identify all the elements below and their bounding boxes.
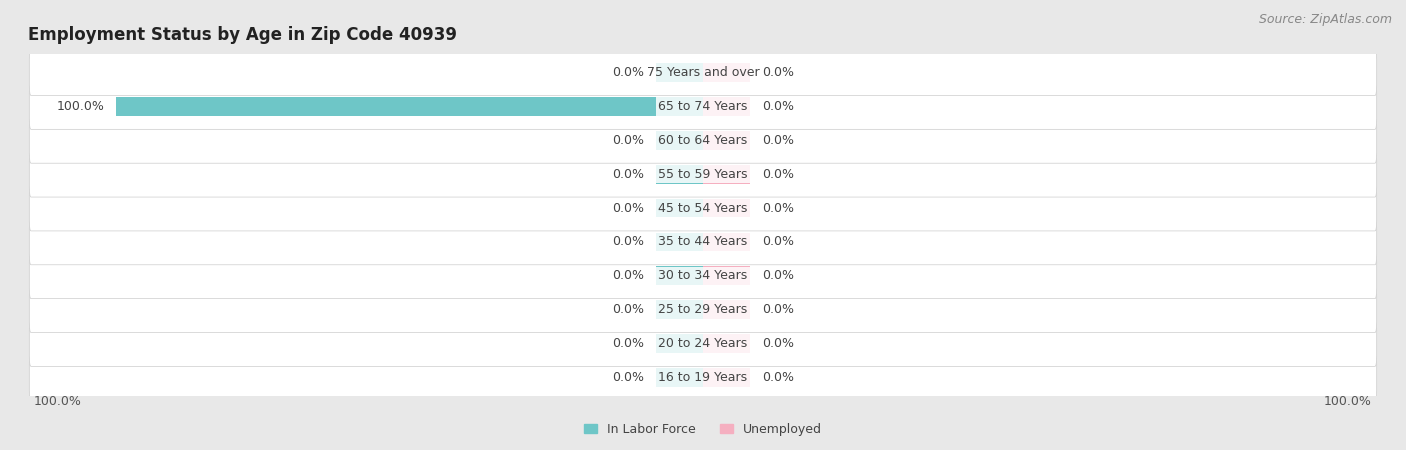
Text: 0.0%: 0.0%: [613, 269, 644, 282]
Text: 0.0%: 0.0%: [613, 371, 644, 384]
Text: 0.0%: 0.0%: [613, 235, 644, 248]
Text: 0.0%: 0.0%: [613, 134, 644, 147]
FancyBboxPatch shape: [30, 219, 1376, 265]
Bar: [657, 300, 703, 319]
Text: 0.0%: 0.0%: [613, 303, 644, 316]
Legend: In Labor Force, Unemployed: In Labor Force, Unemployed: [579, 418, 827, 441]
Bar: [703, 233, 749, 251]
Bar: [703, 63, 749, 82]
FancyBboxPatch shape: [30, 287, 1376, 333]
Text: 0.0%: 0.0%: [613, 202, 644, 215]
Text: 45 to 54 Years: 45 to 54 Years: [658, 202, 748, 215]
Text: Employment Status by Age in Zip Code 40939: Employment Status by Age in Zip Code 409…: [28, 26, 457, 44]
Text: 0.0%: 0.0%: [762, 134, 793, 147]
Text: 100.0%: 100.0%: [56, 100, 104, 113]
Text: 60 to 64 Years: 60 to 64 Years: [658, 134, 748, 147]
Text: Source: ZipAtlas.com: Source: ZipAtlas.com: [1258, 14, 1392, 27]
Text: 100.0%: 100.0%: [34, 395, 82, 408]
FancyBboxPatch shape: [30, 151, 1376, 197]
Bar: [117, 97, 703, 116]
FancyBboxPatch shape: [30, 117, 1376, 163]
Text: 25 to 29 Years: 25 to 29 Years: [658, 303, 748, 316]
Bar: [657, 131, 703, 150]
FancyBboxPatch shape: [30, 185, 1376, 231]
Bar: [657, 266, 703, 285]
Bar: [703, 266, 749, 285]
FancyBboxPatch shape: [30, 355, 1376, 400]
Text: 0.0%: 0.0%: [762, 337, 793, 350]
Bar: [703, 165, 749, 184]
Text: 65 to 74 Years: 65 to 74 Years: [658, 100, 748, 113]
Bar: [703, 368, 749, 387]
Text: 100.0%: 100.0%: [1324, 395, 1372, 408]
Text: 35 to 44 Years: 35 to 44 Years: [658, 235, 748, 248]
Text: 0.0%: 0.0%: [613, 337, 644, 350]
Text: 16 to 19 Years: 16 to 19 Years: [658, 371, 748, 384]
Text: 75 Years and over: 75 Years and over: [647, 66, 759, 79]
Bar: [657, 334, 703, 353]
Bar: [657, 368, 703, 387]
Text: 55 to 59 Years: 55 to 59 Years: [658, 168, 748, 181]
Text: 0.0%: 0.0%: [762, 235, 793, 248]
FancyBboxPatch shape: [30, 253, 1376, 299]
Text: 0.0%: 0.0%: [762, 371, 793, 384]
Bar: [703, 97, 749, 116]
FancyBboxPatch shape: [30, 50, 1376, 95]
FancyBboxPatch shape: [30, 321, 1376, 366]
Text: 30 to 34 Years: 30 to 34 Years: [658, 269, 748, 282]
Text: 0.0%: 0.0%: [762, 202, 793, 215]
Bar: [703, 300, 749, 319]
FancyBboxPatch shape: [30, 84, 1376, 129]
Text: 0.0%: 0.0%: [762, 66, 793, 79]
Text: 0.0%: 0.0%: [762, 303, 793, 316]
Text: 0.0%: 0.0%: [762, 100, 793, 113]
Bar: [117, 97, 703, 116]
Bar: [703, 199, 749, 217]
Bar: [657, 199, 703, 217]
Bar: [657, 165, 703, 184]
Text: 20 to 24 Years: 20 to 24 Years: [658, 337, 748, 350]
Bar: [657, 233, 703, 251]
Text: 0.0%: 0.0%: [613, 66, 644, 79]
Text: 0.0%: 0.0%: [613, 168, 644, 181]
Bar: [657, 63, 703, 82]
Bar: [703, 334, 749, 353]
Bar: [703, 131, 749, 150]
Text: 0.0%: 0.0%: [762, 269, 793, 282]
Text: 0.0%: 0.0%: [762, 168, 793, 181]
